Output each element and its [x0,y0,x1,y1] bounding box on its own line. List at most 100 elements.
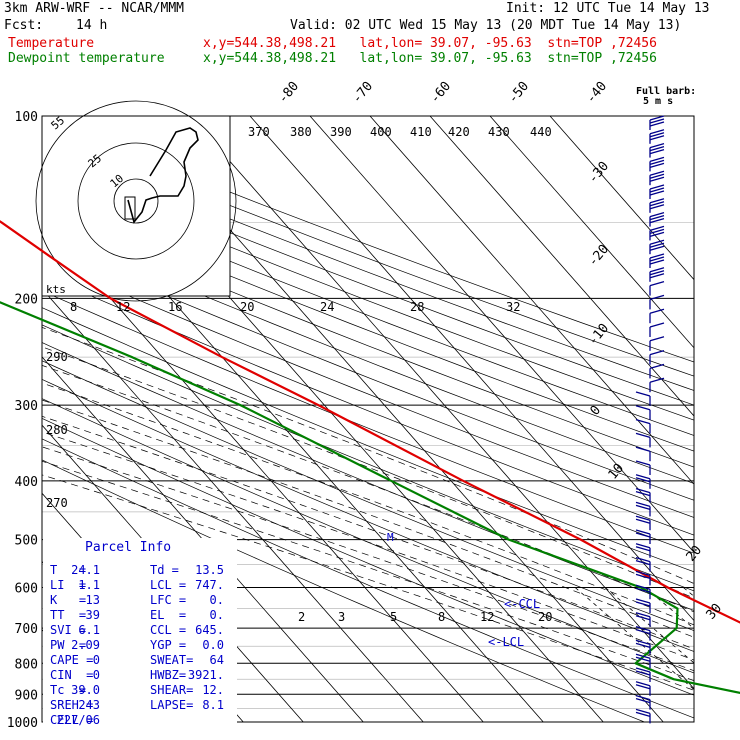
wind-barb-flag [649,280,665,287]
speed-label: 32 [506,300,520,314]
parcel-info-label: LI = [50,578,87,592]
wind-barb-flag [649,322,665,328]
wind-barb-flag [635,418,651,425]
parcel-info-label: EL = [150,608,187,622]
dry-adiabat [42,360,694,632]
isotherm-label: -20 [586,242,613,270]
dry-adiabat [42,142,694,391]
parcel-info-label: LCL = [150,578,187,592]
isotherm-label: 20 [684,543,706,565]
wind-barb-flag [649,187,665,193]
isotherm-label: -40 [584,79,611,107]
wind-barb-flag [635,573,651,580]
wind-barb-flag [635,487,651,494]
wind-barb-flag [649,225,665,232]
wind-barb-flag [649,142,665,149]
wind-barb-flag [649,132,665,138]
isotherm-line [189,116,694,690]
pressure-label: 600 [15,582,38,597]
wind-barb-flag [649,170,665,176]
parcel-info-value: 24.1 [71,563,100,577]
moist-adiabat [42,415,694,650]
mixing-ratio-line [605,587,694,664]
parcel-info-value: 6.1 [78,623,100,637]
pressure-label: 400 [15,475,38,490]
wind-barb-flag [649,162,665,169]
theta-label: 380 [290,125,312,139]
wind-barb-flag [635,490,651,497]
parcel-info-value: 0.0 [202,638,224,652]
pressure-label: 1000 [7,716,38,731]
dry-adiabat [42,129,694,377]
moist-adiabat [42,460,694,682]
theta-label: 420 [448,125,470,139]
parcel-info-label: CIN = [50,668,94,682]
dry-adiabat [42,417,694,696]
valid-time: Valid: 02 UTC Wed 15 May 13 (20 MDT Tue … [290,18,682,33]
parcel-info-value: 0 [92,668,100,682]
wind-barb-flag [635,628,651,635]
theta-label: 400 [370,125,392,139]
isotherm-label: -80 [276,79,303,107]
dry-adiabat [42,212,694,468]
wind-barb-flag [649,184,665,190]
wind-barb-flag [635,559,651,566]
wind-barb-flag [649,256,665,262]
forecast-hours: 14 h [76,18,108,33]
wind-barb-flag [635,711,651,718]
mixing-ratio-label: 8 [438,610,445,624]
wind-barb-flag [649,211,665,218]
isotherm-label: -70 [350,79,377,107]
wind-barb-flag [649,156,665,163]
hodograph-ring [35,100,237,302]
legend-temperature-info: x,y=544.38,498.21 lat,lon= 39.07, -95.63… [203,36,657,51]
dry-adiabat [42,459,646,722]
moist-adiabat [42,327,694,584]
parcel-info-value: 12. [202,683,224,697]
wind-barb-flag [635,694,651,701]
theta-label: 410 [410,125,432,139]
pressure-label: 200 [15,292,38,307]
wind-barb-flag [649,129,665,135]
wind-barb-flag [649,377,665,383]
wind-barb-flag [635,670,651,676]
dry-adiabat [42,197,694,452]
lcl-annotation: <-LCL [488,635,524,649]
isotherm-label: 10 [606,461,628,483]
wind-barb-flag [649,308,665,314]
wind-barb-flag [649,349,665,356]
wind-barb-flag [635,639,651,646]
theta-label: 270 [46,496,68,510]
wind-barb-flag [649,336,665,342]
mixing-ratio-label: 2 [298,610,305,624]
parcel-info-label: HWBZ= [150,668,187,682]
wind-barb-flag [635,556,651,563]
wind-barb-flag [635,515,651,521]
mixing-ratio-label: 12 [480,610,494,624]
isotherm-line [489,116,694,349]
hodograph-storm [124,196,136,220]
dry-adiabat [42,242,694,501]
dry-adiabat [42,183,694,436]
wind-barb-flag [635,587,651,593]
wind-barb-flag [635,532,651,538]
parcel-info-value: 0. [209,593,224,607]
parcel-info-label: LAPSE= [150,698,194,712]
isotherm-line [549,116,694,281]
parcel-info-value: 3921. [187,668,224,682]
parcel-info-label: K = [50,593,87,607]
wind-barb-flag [635,656,651,662]
speed-label: 12 [116,300,130,314]
parcel-info-label: SREH = [50,698,94,712]
wind-barb-flag [635,391,651,397]
pressure-label: 100 [15,110,38,125]
wind-barb-flag [649,135,665,141]
hodograph-ring [77,142,195,260]
parcel-info-label: CELL = [50,713,94,727]
wind-barb-flag [635,432,651,439]
dry-adiabat [42,169,694,421]
parcel-info-label: PW = [50,638,87,652]
wind-barb-flag [649,242,665,248]
wind-barb-flag [635,612,651,618]
